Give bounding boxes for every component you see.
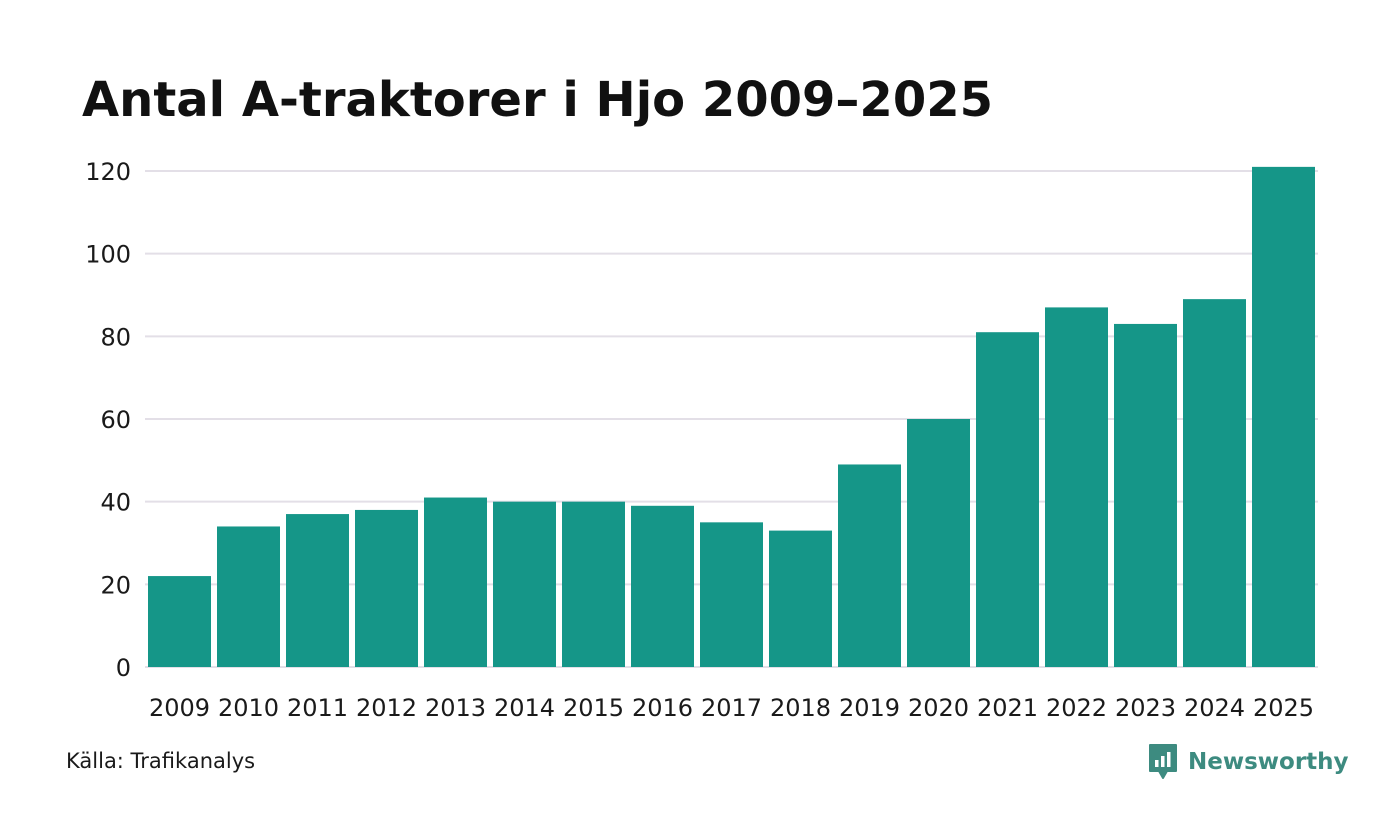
bar-2019 (838, 464, 901, 667)
x-tick-label: 2011 (287, 694, 348, 722)
y-tick-label: 100 (85, 241, 131, 269)
y-tick-label: 40 (100, 489, 131, 517)
bar-2020 (907, 419, 970, 667)
bar-2010 (217, 526, 280, 667)
brand-name: Newsworthy (1188, 749, 1349, 775)
x-tick-label: 2022 (1046, 694, 1107, 722)
x-tick-label: 2025 (1253, 694, 1314, 722)
x-tick-label: 2019 (839, 694, 900, 722)
bar-2015 (562, 501, 625, 667)
x-tick-label: 2020 (908, 694, 969, 722)
x-tick-label: 2016 (632, 694, 693, 722)
y-tick-label: 60 (100, 406, 131, 434)
bar-2017 (700, 522, 763, 667)
y-axis-ticks: 0 20 40 60 80 100 120 (85, 158, 131, 682)
y-tick-label: 20 (100, 571, 131, 599)
source-note: Källa: Trafikanalys (66, 749, 256, 773)
x-tick-label: 2013 (425, 694, 486, 722)
y-tick-label: 80 (100, 323, 131, 351)
bar-2013 (424, 497, 487, 667)
bar-2025 (1252, 166, 1315, 667)
bar-2009 (148, 576, 211, 667)
bar-2018 (769, 530, 832, 667)
bar-2016 (631, 505, 694, 667)
bar-2011 (286, 514, 349, 667)
newsworthy-logo-icon (1149, 744, 1177, 779)
bar-2023 (1114, 323, 1177, 667)
brand-logo[interactable]: Newsworthy (1148, 743, 1349, 781)
bars (148, 166, 1315, 667)
x-tick-label: 2021 (977, 694, 1038, 722)
x-tick-label: 2010 (218, 694, 279, 722)
bar-2024 (1183, 299, 1246, 667)
x-tick-label: 2018 (770, 694, 831, 722)
x-tick-label: 2009 (149, 694, 210, 722)
x-axis-ticks: 2009 2010 2011 2012 2013 2014 2015 2016 2017 2018… (149, 694, 1314, 722)
y-tick-label: 120 (85, 158, 131, 186)
bar-2012 (355, 509, 418, 667)
x-tick-label: 2017 (701, 694, 762, 722)
bar-2022 (1045, 307, 1108, 667)
chart-title: Antal A-traktorer i Hjo 2009–2025 (82, 72, 994, 128)
x-tick-label: 2012 (356, 694, 417, 722)
x-tick-label: 2015 (563, 694, 624, 722)
x-tick-label: 2014 (494, 694, 555, 722)
bar-2014 (493, 501, 556, 667)
bar-chart: 0 20 40 60 80 100 120 2009 2010 2011 2012 2013 2014… (85, 158, 1318, 722)
x-tick-label: 2023 (1115, 694, 1176, 722)
x-tick-label: 2024 (1184, 694, 1245, 722)
bar-2021 (976, 332, 1039, 667)
y-tick-label: 0 (116, 654, 131, 682)
